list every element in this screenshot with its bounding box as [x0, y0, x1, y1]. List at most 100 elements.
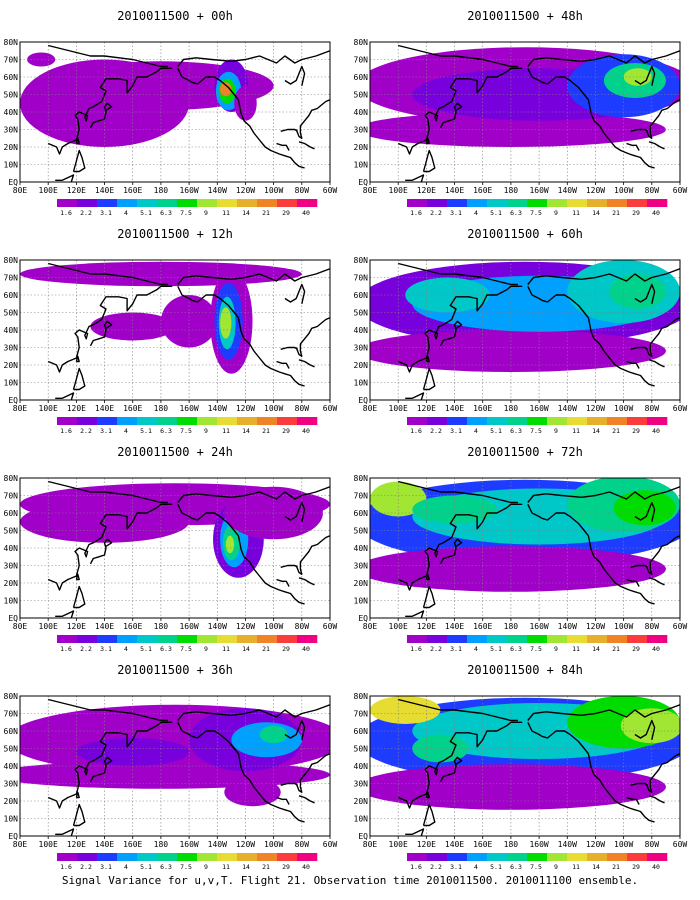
- x-tick-label: 80E: [13, 186, 28, 195]
- map-panel: 2010011500 + 72h 80E 100E 120E 140E 160E 180 16…: [354, 445, 688, 653]
- colorbar-swatch: [197, 199, 218, 207]
- colorbar-label: 9: [204, 645, 208, 653]
- x-tick-label: 120E: [417, 840, 436, 849]
- colorbar-label: 21: [262, 427, 270, 435]
- x-tick-label: 100E: [389, 404, 408, 413]
- coastline: [177, 285, 305, 387]
- coastline: [527, 721, 655, 823]
- y-tick-label: 10N: [354, 815, 369, 824]
- grid-lines: [20, 260, 330, 400]
- x-tick-label: 120W: [236, 622, 255, 631]
- coastline: [397, 721, 523, 809]
- colorbar-swatch: [117, 199, 138, 207]
- coastline: [405, 174, 425, 182]
- coastline: [89, 538, 113, 565]
- colorbar-label: 5.1: [490, 427, 502, 435]
- coastline: [48, 480, 168, 504]
- coastline: [527, 50, 680, 67]
- coastline: [527, 704, 680, 721]
- y-tick-label: 40N: [354, 544, 369, 553]
- y-tick-label: 20N: [354, 579, 369, 588]
- colorbar-swatch: [647, 853, 668, 861]
- colorbar-swatch: [257, 635, 278, 643]
- grid-lines: [370, 260, 680, 400]
- x-tick-label: 140E: [445, 622, 464, 631]
- y-tick-label: 60N: [354, 727, 369, 736]
- colorbar-label: 2.2: [430, 863, 442, 871]
- colorbar-label: 14: [592, 863, 600, 871]
- coastline: [422, 803, 436, 827]
- y-tick-label: EQ: [358, 614, 368, 623]
- coastline: [89, 102, 113, 129]
- coastline-group: [397, 262, 680, 400]
- colorbar-swatch: [217, 853, 238, 861]
- colorbar-swatch: [217, 417, 238, 425]
- x-tick-label: 100W: [264, 404, 283, 413]
- colorbar-label: 29: [632, 645, 640, 653]
- colorbar-swatch: [57, 199, 78, 207]
- coastline-group: [47, 262, 330, 400]
- colorbar-label: 4: [124, 427, 128, 435]
- map-panel: 2010011500 + 84h 80E 100E 120E 140E 160E 180 16…: [354, 663, 688, 871]
- y-tick-label: 20N: [354, 143, 369, 152]
- colorbar-label: 2.2: [80, 209, 92, 217]
- colorbar-swatch: [97, 417, 118, 425]
- y-tick-label: 80N: [4, 256, 19, 265]
- colorbar-label: 7.5: [530, 427, 542, 435]
- y-tick-label: 80N: [354, 692, 369, 701]
- coastline: [630, 782, 648, 786]
- x-tick-label: 80W: [295, 186, 310, 195]
- x-tick-label: 100W: [264, 840, 283, 849]
- colorbar-label: 5.1: [140, 645, 152, 653]
- colorbar-label: 3.1: [450, 427, 462, 435]
- y-tick-label: 60N: [354, 509, 369, 518]
- colorbar-swatch: [277, 199, 298, 207]
- colorbar-swatch: [627, 199, 648, 207]
- y-tick-label: 50N: [354, 309, 369, 318]
- colorbar-label: 40: [302, 645, 310, 653]
- x-tick-label: 180: [154, 840, 169, 849]
- colorbar-label: 3.1: [450, 645, 462, 653]
- coastline: [634, 65, 656, 86]
- x-tick-label: 80W: [295, 840, 310, 849]
- coastline: [648, 141, 665, 150]
- colorbar-swatch: [277, 417, 298, 425]
- coastline: [634, 719, 656, 740]
- colorbar-label: 29: [282, 645, 290, 653]
- colorbar-label: 2.2: [80, 427, 92, 435]
- colorbar-label: 29: [282, 209, 290, 217]
- y-tick-label: 70N: [354, 492, 369, 501]
- grid-lines: [20, 478, 330, 618]
- y-tick-label: 50N: [4, 527, 19, 536]
- x-tick-label: 120W: [236, 404, 255, 413]
- colorbar-swatch: [117, 635, 138, 643]
- x-tick-label: 160E: [473, 840, 492, 849]
- colorbar-swatch: [567, 853, 588, 861]
- y-tick-label: 30N: [354, 344, 369, 353]
- panel-title: 2010011500 + 60h: [467, 227, 583, 241]
- y-tick-label: 20N: [4, 797, 19, 806]
- x-tick-label: 100E: [39, 404, 58, 413]
- y-tick-label: 70N: [354, 56, 369, 65]
- colorbar-label: 9: [204, 209, 208, 217]
- panel-title: 2010011500 + 48h: [467, 9, 583, 23]
- x-tick-label: 120E: [417, 186, 436, 195]
- x-tick-label: 60W: [673, 840, 688, 849]
- x-tick-label: 140W: [558, 840, 577, 849]
- coastline: [527, 268, 680, 285]
- colorbar-swatch: [237, 417, 258, 425]
- x-tick-label: 120W: [586, 840, 605, 849]
- x-tick-label: 180: [504, 622, 519, 631]
- colorbar-label: 7.5: [530, 645, 542, 653]
- x-tick-label: 180: [154, 622, 169, 631]
- colorbar-label: 11: [572, 645, 580, 653]
- variance-contour: [220, 307, 232, 339]
- colorbar-swatch: [257, 199, 278, 207]
- y-tick-label: 70N: [4, 56, 19, 65]
- coastline: [645, 535, 680, 575]
- colorbar-label: 11: [572, 427, 580, 435]
- x-tick-label: 120E: [67, 186, 86, 195]
- colorbar-swatch: [407, 635, 428, 643]
- colorbar-swatch: [467, 635, 488, 643]
